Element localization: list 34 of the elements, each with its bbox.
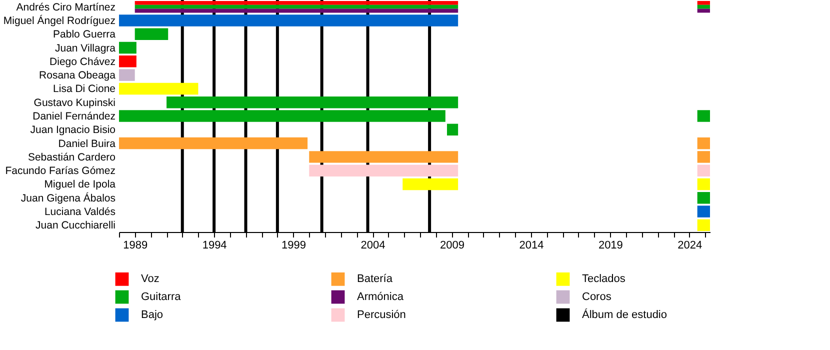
y-tick-label: Juan Ignacio Bisio	[30, 124, 116, 136]
y-tick-label: Luciana Valdés	[44, 206, 116, 218]
legend-label: Teclados	[582, 273, 626, 286]
y-tick-label: Gustavo Kupinski	[34, 96, 116, 109]
x-tick-label: 1999	[282, 240, 306, 252]
y-tick-label: Andrés Ciro Martínez	[16, 1, 116, 14]
legend-label: Batería	[357, 273, 394, 286]
legend-label: Armónica	[357, 291, 404, 303]
x-tick-label: 2019	[598, 240, 623, 252]
x-tick-label: 1994	[202, 240, 227, 252]
y-tick-label: Lisa Di Cione	[53, 83, 116, 96]
legend-label: Guitarra	[141, 291, 182, 303]
legend-label: Bajo	[141, 309, 164, 321]
x-tick-label: 1989	[123, 240, 148, 252]
legend-label: Álbum de estudio	[582, 308, 667, 321]
y-tick-label: Pablo Guerra	[53, 28, 116, 41]
y-tick-label: Juan Villagra	[54, 42, 116, 54]
y-tick-label: Sebastián Cardero	[28, 151, 116, 164]
y-tick-label: Rosana Obeaga	[39, 70, 116, 82]
x-tick-label: 2014	[519, 240, 544, 252]
y-tick-label: Facundo Farías Gómez	[5, 165, 116, 178]
y-tick-label: Miguel de Ipola	[44, 178, 116, 191]
x-tick-label: 2004	[360, 240, 386, 252]
y-tick-label: Daniel Buira	[58, 138, 116, 150]
x-tick-label: 2009	[440, 240, 464, 252]
y-tick-label: Juan Gigena Ábalos	[20, 191, 116, 204]
y-tick-label: Juan Cucchiarelli	[36, 220, 116, 232]
legend-label: Percusión	[357, 309, 406, 321]
y-tick-label: Diego Chávez	[50, 56, 116, 68]
y-tick-label: Miguel Ángel Rodríguez	[3, 14, 116, 27]
x-tick-label: 2024	[678, 240, 702, 252]
legend-label: Voz	[141, 273, 160, 286]
legend-label: Coros	[582, 291, 612, 303]
y-tick-label: Daniel Fernández	[32, 110, 116, 122]
